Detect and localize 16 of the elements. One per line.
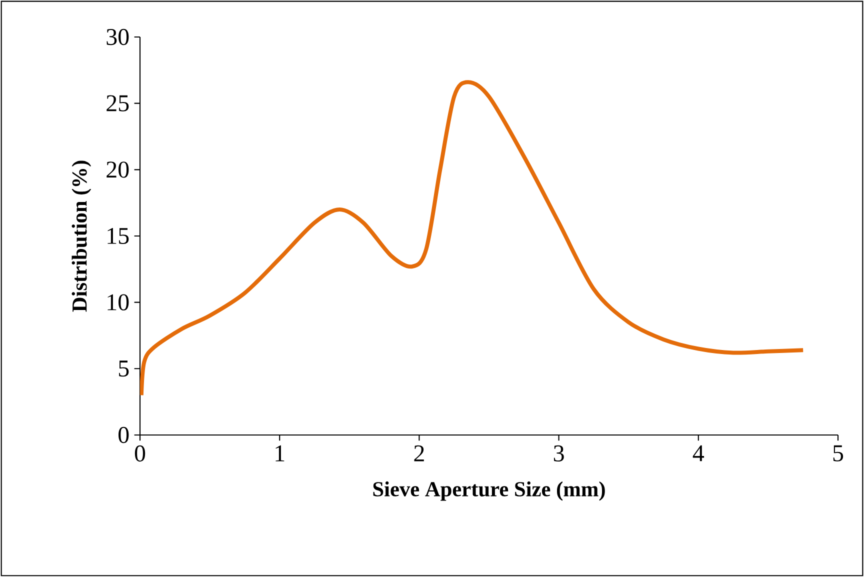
x-tick-label: 2 [414,445,424,462]
y-tick-label: 0 [118,426,129,444]
x-tick-label: 1 [276,445,284,462]
x-axis-title: Sieve Aperture Size (mm) [373,481,605,501]
y-tick-label: 10 [108,294,129,310]
y-axis-title: Distribution (%) [72,160,92,312]
y-tick-label: 20 [106,162,129,178]
y-tick-label: 30 [106,28,129,46]
x-tick-label: 4 [692,445,704,462]
y-tick-label: 25 [106,95,129,112]
y-tick-label: 5 [119,360,129,377]
y-tick-label: 15 [108,228,129,244]
line-series [140,80,806,398]
x-tick-label: 0 [134,445,146,462]
x-tick-label: 3 [554,445,564,462]
x-tick-label: 5 [833,445,844,462]
